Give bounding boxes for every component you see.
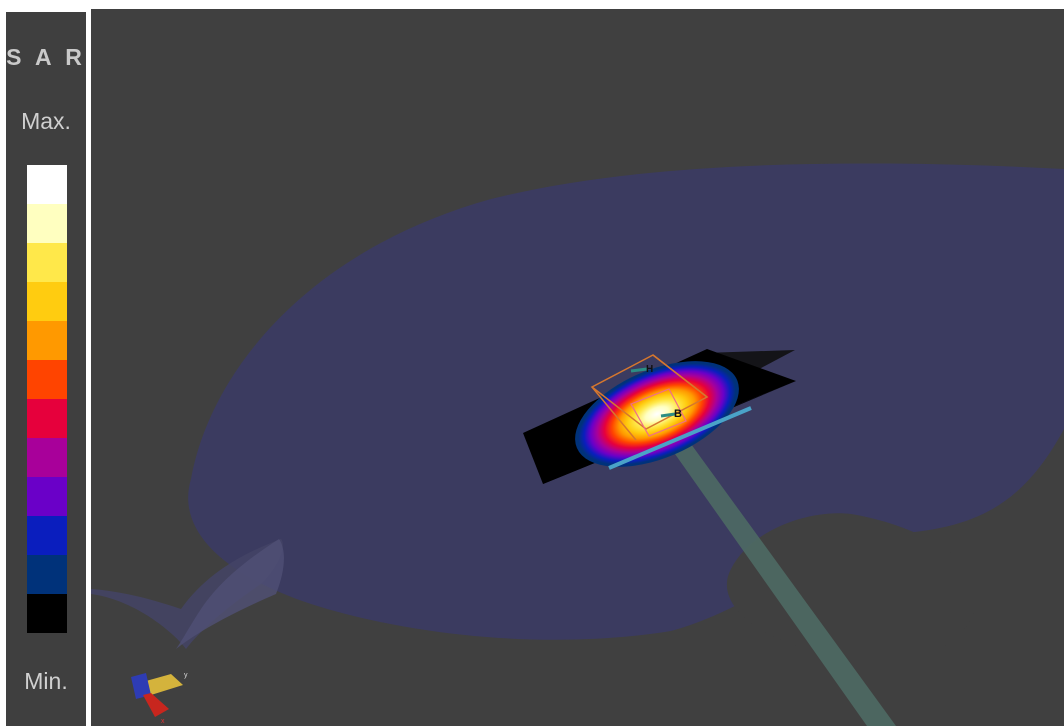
antenna-inner bbox=[630, 388, 687, 437]
colorbar-swatch bbox=[27, 243, 67, 282]
phantom-fold bbox=[176, 539, 284, 649]
marker-b-line bbox=[660, 412, 676, 418]
axis-y-label: y bbox=[184, 672, 188, 679]
marker-h-label: H bbox=[646, 364, 653, 375]
colorbar-swatch bbox=[27, 360, 67, 399]
sar-colorbar bbox=[27, 165, 67, 633]
antenna-edge-1 bbox=[591, 386, 637, 441]
sar-distribution bbox=[575, 361, 739, 467]
axis-triad: y x bbox=[131, 672, 188, 725]
marker-b-label: B bbox=[674, 408, 682, 420]
sar-legend-panel: S A R Max. Min. bbox=[6, 12, 86, 726]
colorbar-swatch bbox=[27, 204, 67, 243]
colorbar-swatch bbox=[27, 555, 67, 594]
3d-viewport[interactable]: H B y x bbox=[91, 9, 1064, 726]
z-axis-arrow bbox=[131, 673, 151, 699]
colorbar-swatch bbox=[27, 165, 67, 204]
feed-beam bbox=[663, 433, 896, 726]
colorbar-swatch bbox=[27, 282, 67, 321]
legend-min-label: Min. bbox=[24, 668, 68, 694]
colorbar-swatch bbox=[27, 399, 67, 438]
colorbar-swatch bbox=[27, 594, 67, 633]
phantom-edge bbox=[91, 539, 283, 649]
marker-h-line bbox=[630, 367, 648, 373]
legend-title: S A R bbox=[6, 44, 86, 70]
ground-plane-edge bbox=[608, 406, 752, 470]
colorbar-swatch bbox=[27, 321, 67, 360]
colorbar-swatch bbox=[27, 438, 67, 477]
y-axis-arrow bbox=[146, 674, 183, 695]
colorbar-swatch bbox=[27, 477, 67, 516]
x-axis-arrow bbox=[143, 693, 169, 717]
legend-max-label: Max. bbox=[21, 108, 71, 134]
phantom-notch bbox=[726, 513, 978, 660]
antenna-edge-2 bbox=[652, 354, 708, 398]
colorbar-swatch bbox=[27, 516, 67, 555]
scene-svg: H B y x bbox=[91, 163, 1064, 726]
axis-x-label: x bbox=[161, 718, 165, 725]
